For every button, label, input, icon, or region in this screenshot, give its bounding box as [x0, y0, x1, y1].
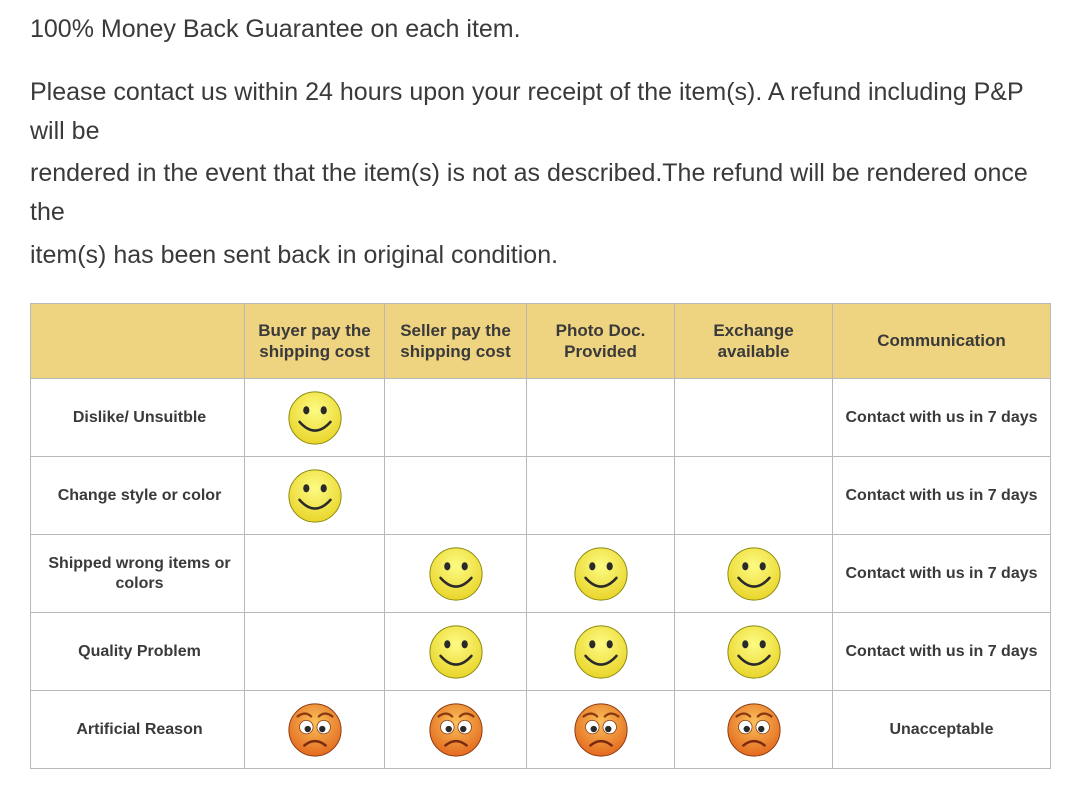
table-cell — [385, 613, 527, 691]
smile-icon-wrap — [391, 539, 520, 608]
col-header-buyer-shipping: Buyer pay the shipping cost — [245, 303, 385, 379]
row-label: Dislike/ Unsuitble — [31, 379, 245, 457]
table-row: Artificial Reason — [31, 691, 1051, 769]
smile-icon — [427, 623, 485, 681]
smile-icon-wrap — [251, 461, 378, 530]
sad-icon-wrap — [251, 695, 378, 764]
table-cell — [675, 535, 833, 613]
communication-cell: Unacceptable — [833, 691, 1051, 769]
sad-icon-wrap — [391, 695, 520, 764]
table-cell — [385, 457, 527, 535]
table-cell — [675, 379, 833, 457]
communication-cell: Contact with us in 7 days — [833, 535, 1051, 613]
table-cell — [385, 535, 527, 613]
smile-icon — [572, 623, 630, 681]
table-cell — [527, 535, 675, 613]
table-cell — [527, 379, 675, 457]
row-label: Change style or color — [31, 457, 245, 535]
intro-block: 100% Money Back Guarantee on each item. … — [30, 10, 1057, 275]
smile-icon-wrap — [251, 383, 378, 452]
guarantee-text: 100% Money Back Guarantee on each item. — [30, 10, 1057, 49]
table-cell — [245, 613, 385, 691]
col-header-communication: Communication — [833, 303, 1051, 379]
intro-line-1: Please contact us within 24 hours upon y… — [30, 73, 1057, 151]
col-header-seller-shipping: Seller pay the shipping cost — [385, 303, 527, 379]
intro-line-3: item(s) has been sent back in original c… — [30, 236, 1057, 275]
smile-icon — [286, 389, 344, 447]
smile-icon-wrap — [533, 617, 668, 686]
sad-icon — [427, 701, 485, 759]
communication-cell: Contact with us in 7 days — [833, 457, 1051, 535]
col-header-photo-doc: Photo Doc. Provided — [527, 303, 675, 379]
table-header-row: Buyer pay the shipping cost Seller pay t… — [31, 303, 1051, 379]
table-cell — [385, 691, 527, 769]
table-row: Quality Problem Contact with us in 7 day… — [31, 613, 1051, 691]
table-body: Dislike/ Unsuitble Contact with us in 7 … — [31, 379, 1051, 769]
sad-icon-wrap — [681, 695, 826, 764]
smile-icon-wrap — [681, 617, 826, 686]
table-cell — [675, 613, 833, 691]
smile-icon-wrap — [681, 539, 826, 608]
table-cell — [675, 457, 833, 535]
smile-icon — [572, 545, 630, 603]
table-cell — [527, 613, 675, 691]
table-cell — [527, 457, 675, 535]
communication-cell: Contact with us in 7 days — [833, 379, 1051, 457]
table-row: Dislike/ Unsuitble Contact with us in 7 … — [31, 379, 1051, 457]
communication-cell: Contact with us in 7 days — [833, 613, 1051, 691]
table-cell — [245, 379, 385, 457]
smile-icon-wrap — [533, 539, 668, 608]
sad-icon — [572, 701, 630, 759]
smile-icon — [286, 467, 344, 525]
sad-icon — [286, 701, 344, 759]
smile-icon — [427, 545, 485, 603]
sad-icon — [725, 701, 783, 759]
row-label: Shipped wrong items or colors — [31, 535, 245, 613]
table-cell — [385, 379, 527, 457]
smile-icon — [725, 545, 783, 603]
table-cell — [245, 535, 385, 613]
table-cell — [675, 691, 833, 769]
intro-line-2: rendered in the event that the item(s) i… — [30, 154, 1057, 232]
table-row: Change style or color Contact with us in… — [31, 457, 1051, 535]
col-header-blank — [31, 303, 245, 379]
row-label: Quality Problem — [31, 613, 245, 691]
smile-icon-wrap — [391, 617, 520, 686]
col-header-exchange: Exchange available — [675, 303, 833, 379]
refund-policy-table: Buyer pay the shipping cost Seller pay t… — [30, 303, 1051, 770]
table-cell — [245, 691, 385, 769]
smile-icon — [725, 623, 783, 681]
table-cell — [245, 457, 385, 535]
table-row: Shipped wrong items or colors Contact wi… — [31, 535, 1051, 613]
sad-icon-wrap — [533, 695, 668, 764]
table-cell — [527, 691, 675, 769]
row-label: Artificial Reason — [31, 691, 245, 769]
